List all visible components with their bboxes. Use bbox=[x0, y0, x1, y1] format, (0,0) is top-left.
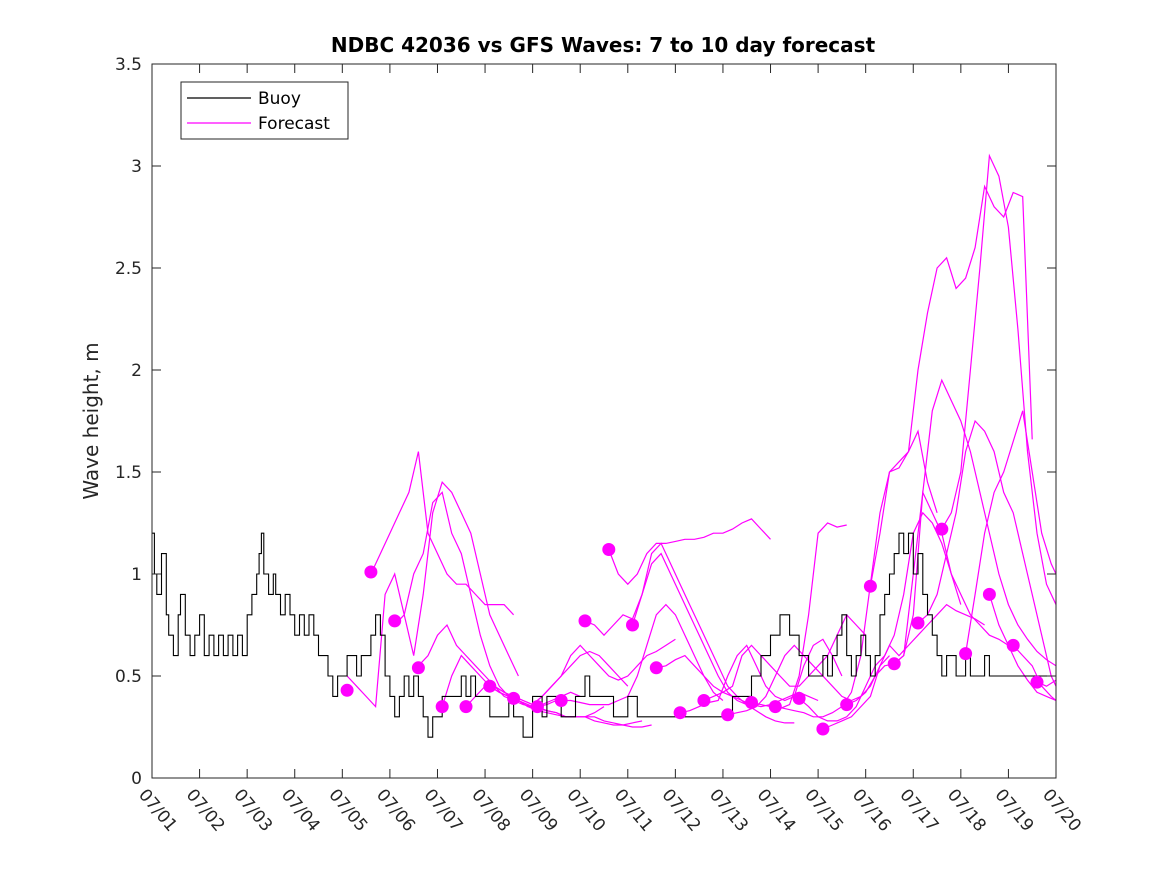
forecast-line-2 bbox=[346, 481, 519, 708]
legend-label-forecast: Forecast bbox=[258, 114, 330, 134]
forecast-line-3 bbox=[394, 491, 557, 708]
forecast-line-25 bbox=[917, 419, 1056, 687]
forecast-point bbox=[507, 691, 521, 705]
forecast-point bbox=[364, 565, 378, 579]
forecast-point bbox=[388, 614, 402, 628]
forecast-point bbox=[911, 616, 925, 630]
forecast-line-24 bbox=[893, 378, 1056, 667]
forecast-point bbox=[602, 543, 616, 556]
forecast-point bbox=[340, 683, 354, 697]
forecast-point bbox=[840, 698, 854, 712]
forecast-line-26 bbox=[941, 153, 1056, 605]
forecast-point bbox=[959, 647, 973, 661]
y-tick-label: 2 bbox=[131, 361, 142, 381]
forecast-point bbox=[459, 700, 473, 714]
forecast-point bbox=[673, 706, 687, 720]
forecast-point bbox=[554, 694, 568, 707]
y-tick-label: 2.5 bbox=[115, 259, 142, 279]
forecast-point bbox=[792, 691, 806, 705]
y-tick-label: 0.5 bbox=[115, 667, 142, 687]
forecast-point bbox=[578, 614, 592, 628]
forecast-line-1 bbox=[370, 451, 515, 616]
forecast-point bbox=[435, 700, 449, 714]
y-tick-label: 3 bbox=[131, 157, 142, 177]
forecast-line-4 bbox=[417, 623, 581, 708]
forecast-line-16 bbox=[703, 613, 867, 702]
forecast-point bbox=[935, 522, 949, 536]
forecast-point bbox=[816, 722, 830, 736]
forecast-point bbox=[1006, 638, 1020, 652]
forecast-point bbox=[483, 679, 497, 693]
y-axis-label: Wave height, m bbox=[79, 342, 103, 499]
forecast-line-22 bbox=[846, 490, 1009, 706]
forecast-point bbox=[721, 708, 735, 722]
forecast-point bbox=[411, 661, 425, 675]
forecast-line-10 bbox=[561, 603, 724, 706]
forecast-point bbox=[649, 661, 663, 675]
forecast-line-9 bbox=[537, 706, 643, 726]
y-tick-label: 3.5 bbox=[115, 55, 142, 75]
legend-box bbox=[180, 81, 349, 140]
axes-box bbox=[151, 63, 1057, 779]
forecast-line-8 bbox=[513, 638, 676, 706]
forecast-line-27 bbox=[965, 410, 1056, 654]
forecast-line-14 bbox=[656, 654, 819, 708]
forecast-point bbox=[863, 579, 877, 593]
forecast-line-20 bbox=[798, 511, 962, 722]
forecast-point bbox=[768, 700, 782, 714]
plot-area bbox=[152, 153, 1056, 738]
y-tick-label: 1 bbox=[131, 565, 142, 585]
y-tick-label: 0 bbox=[131, 769, 142, 789]
legend: Buoy Forecast bbox=[180, 81, 349, 140]
chart-title: NDBC 42036 vs GFS Waves: 7 to 10 day for… bbox=[331, 33, 876, 57]
forecast-point bbox=[1030, 675, 1044, 689]
forecast-point bbox=[697, 694, 711, 707]
forecast-point bbox=[745, 696, 758, 709]
legend-label-buoy: Buoy bbox=[258, 89, 301, 109]
forecast-line-18 bbox=[751, 522, 847, 710]
forecast-line-13 bbox=[631, 542, 795, 724]
y-tick-label: 1.5 bbox=[115, 463, 142, 483]
forecast-line-28 bbox=[988, 594, 1056, 702]
forecast-point bbox=[887, 657, 901, 671]
forecast-point bbox=[982, 587, 996, 601]
forecast-line-11 bbox=[584, 552, 747, 706]
forecast-point bbox=[530, 700, 544, 714]
forecast-line-12 bbox=[608, 518, 771, 586]
forecast-point bbox=[626, 618, 639, 632]
